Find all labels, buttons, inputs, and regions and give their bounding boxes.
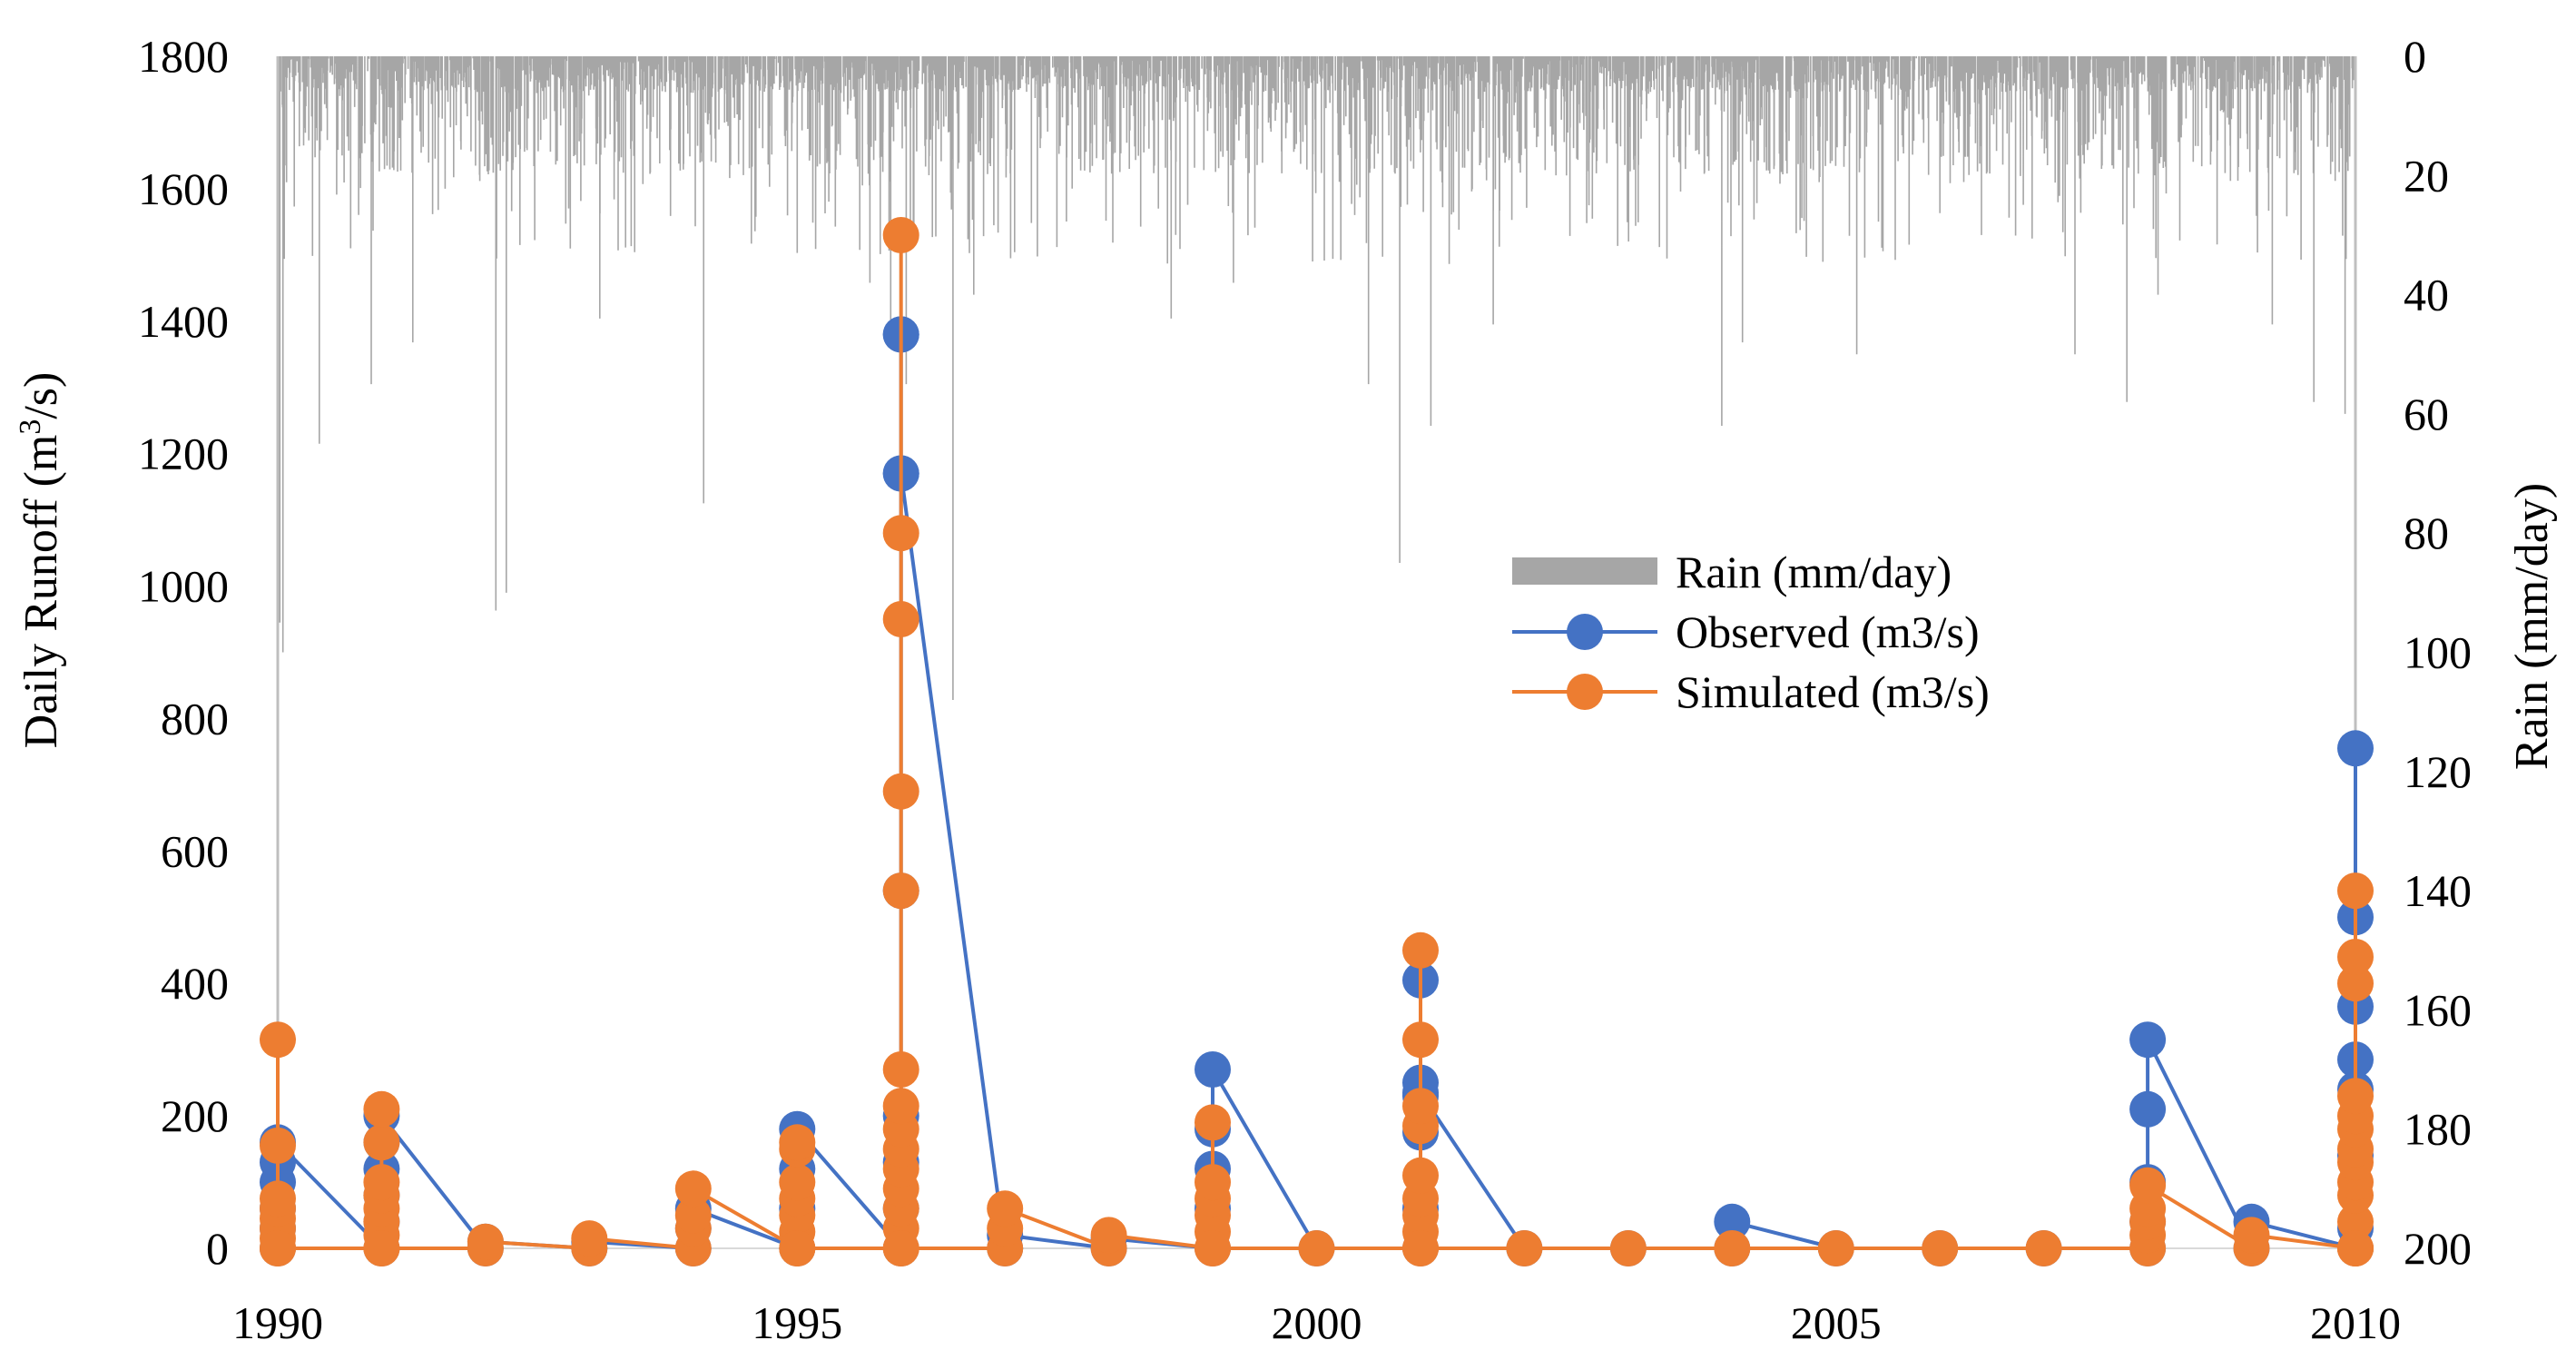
simulated-point-58 — [1195, 1164, 1231, 1201]
legend-label-rain: Rain (mm/day) — [1676, 547, 1952, 597]
simulated-point-70 — [1402, 931, 1439, 969]
x-tick-label: 1995 — [752, 1297, 842, 1348]
legend-label-observed: Observed (m3/s) — [1676, 606, 1980, 657]
y2-tick-label: 100 — [2404, 627, 2472, 678]
simulated-point-6 — [260, 1127, 296, 1164]
y2-tick-label: 140 — [2404, 865, 2472, 916]
simulated-point-30 — [779, 1164, 816, 1201]
simulated-point-82 — [2129, 1167, 2167, 1204]
simulated-point-47 — [882, 217, 919, 253]
simulated-point-77 — [2025, 1230, 2062, 1266]
simulated-point-96 — [2337, 872, 2374, 910]
y-tick-label: 1600 — [138, 163, 229, 214]
y-tick-label: 200 — [161, 1090, 229, 1141]
simulated-point-24 — [674, 1197, 712, 1234]
y2-tick-label: 200 — [2404, 1223, 2472, 1274]
legend-swatch-rain — [1512, 557, 1657, 585]
x-tick-label: 2000 — [1272, 1297, 1362, 1348]
tick-labels: 0 200 400 600 800 1000 1200 1400 1600 1800 0 20 40 60… — [138, 31, 2472, 1348]
simulated-point-25 — [674, 1170, 712, 1207]
simulated-point-7 — [260, 1021, 296, 1059]
simulated-point-99 — [2337, 1230, 2374, 1266]
simulated-point-76 — [1922, 1230, 1959, 1266]
simulated-point-46 — [882, 515, 919, 552]
y2-tick-label: 40 — [2404, 270, 2449, 320]
simulated-series — [260, 217, 2374, 1266]
rain-bars — [277, 56, 2356, 700]
simulated-point-15 — [363, 1124, 400, 1161]
simulated-point-61 — [1298, 1230, 1335, 1266]
y-tick-label: 800 — [161, 693, 229, 744]
simulated-point-53 — [1090, 1217, 1127, 1254]
simulated-point-84 — [2233, 1217, 2270, 1254]
simulated-point-33 — [779, 1230, 816, 1266]
y-tick-label: 0 — [206, 1223, 229, 1274]
simulated-point-51 — [987, 1190, 1024, 1227]
rain-bar-group — [277, 56, 2356, 700]
simulated-point-71 — [1402, 1230, 1439, 1266]
simulated-point-75 — [1817, 1230, 1854, 1266]
simulated-point-44 — [882, 773, 919, 810]
simulated-point-14 — [363, 1164, 400, 1201]
y2-tick-label: 160 — [2404, 984, 2472, 1035]
x-tick-label: 2005 — [1791, 1297, 1882, 1348]
y2-tick-label: 80 — [2404, 508, 2449, 558]
x-tick-label: 2010 — [2310, 1297, 2401, 1348]
observed-line — [276, 332, 2357, 1250]
y2-tick-label: 20 — [2404, 150, 2449, 201]
simulated-point-60 — [1195, 1230, 1231, 1266]
simulated-point-93 — [2337, 1078, 2374, 1115]
simulated-point-59 — [1195, 1104, 1231, 1141]
observed-point-70 — [2337, 730, 2374, 767]
simulated-point-43 — [882, 872, 919, 910]
simulated-point-16 — [363, 1090, 400, 1128]
simulated-point-95 — [2337, 939, 2374, 975]
y-tick-label: 1000 — [138, 561, 229, 612]
observed-series — [260, 316, 2374, 1266]
legend: Rain (mm/day) Observed (m3/s) Simulated … — [1512, 547, 1990, 717]
simulated-point-41 — [882, 1088, 919, 1125]
simulated-line — [276, 233, 2357, 1250]
y-tick-label: 1200 — [138, 429, 229, 479]
simulated-point-94 — [2337, 965, 2374, 1002]
y-axis-title: Daily Runoff (m3/s) — [14, 372, 68, 749]
simulated-point-74 — [1714, 1230, 1751, 1266]
y2-tick-label: 0 — [2404, 31, 2426, 82]
simulated-point-17 — [363, 1230, 400, 1266]
simulated-point-8 — [260, 1230, 296, 1266]
y2-tick-label: 60 — [2404, 389, 2449, 439]
y2-tick-label: 180 — [2404, 1104, 2472, 1155]
simulated-point-48 — [882, 1230, 919, 1266]
legend-marker-observed — [1567, 614, 1603, 650]
legend-marker-simulated — [1567, 674, 1603, 710]
axes — [276, 56, 2357, 1249]
legend-label-simulated: Simulated (m3/s) — [1676, 666, 1990, 717]
simulated-point-19 — [467, 1223, 504, 1260]
y2-axis-title: Rain (mm/day) — [2506, 483, 2558, 770]
observed-point-52 — [1714, 1203, 1751, 1240]
x-tick-label: 1990 — [232, 1297, 323, 1348]
y-tick-label: 600 — [161, 825, 229, 876]
y2-tick-label: 120 — [2404, 746, 2472, 797]
simulated-point-69 — [1402, 1021, 1439, 1059]
simulated-point-66 — [1402, 1157, 1439, 1194]
simulated-point-86 — [2337, 1203, 2374, 1240]
simulated-point-68 — [1402, 1088, 1439, 1125]
simulated-point-73 — [1609, 1230, 1647, 1266]
y-tick-label: 1400 — [138, 296, 229, 347]
y-tick-label: 1800 — [138, 31, 229, 82]
simulated-point-45 — [882, 601, 919, 637]
y-tick-label: 400 — [161, 958, 229, 1009]
observed-point-60 — [2129, 1021, 2167, 1059]
simulated-point-5 — [260, 1180, 296, 1217]
simulated-point-21 — [571, 1220, 608, 1257]
observed-point-59 — [2129, 1090, 2167, 1128]
simulated-point-72 — [1506, 1230, 1543, 1266]
simulated-point-42 — [882, 1051, 919, 1088]
observed-point-40 — [1195, 1051, 1231, 1088]
simulated-point-32 — [779, 1124, 816, 1161]
